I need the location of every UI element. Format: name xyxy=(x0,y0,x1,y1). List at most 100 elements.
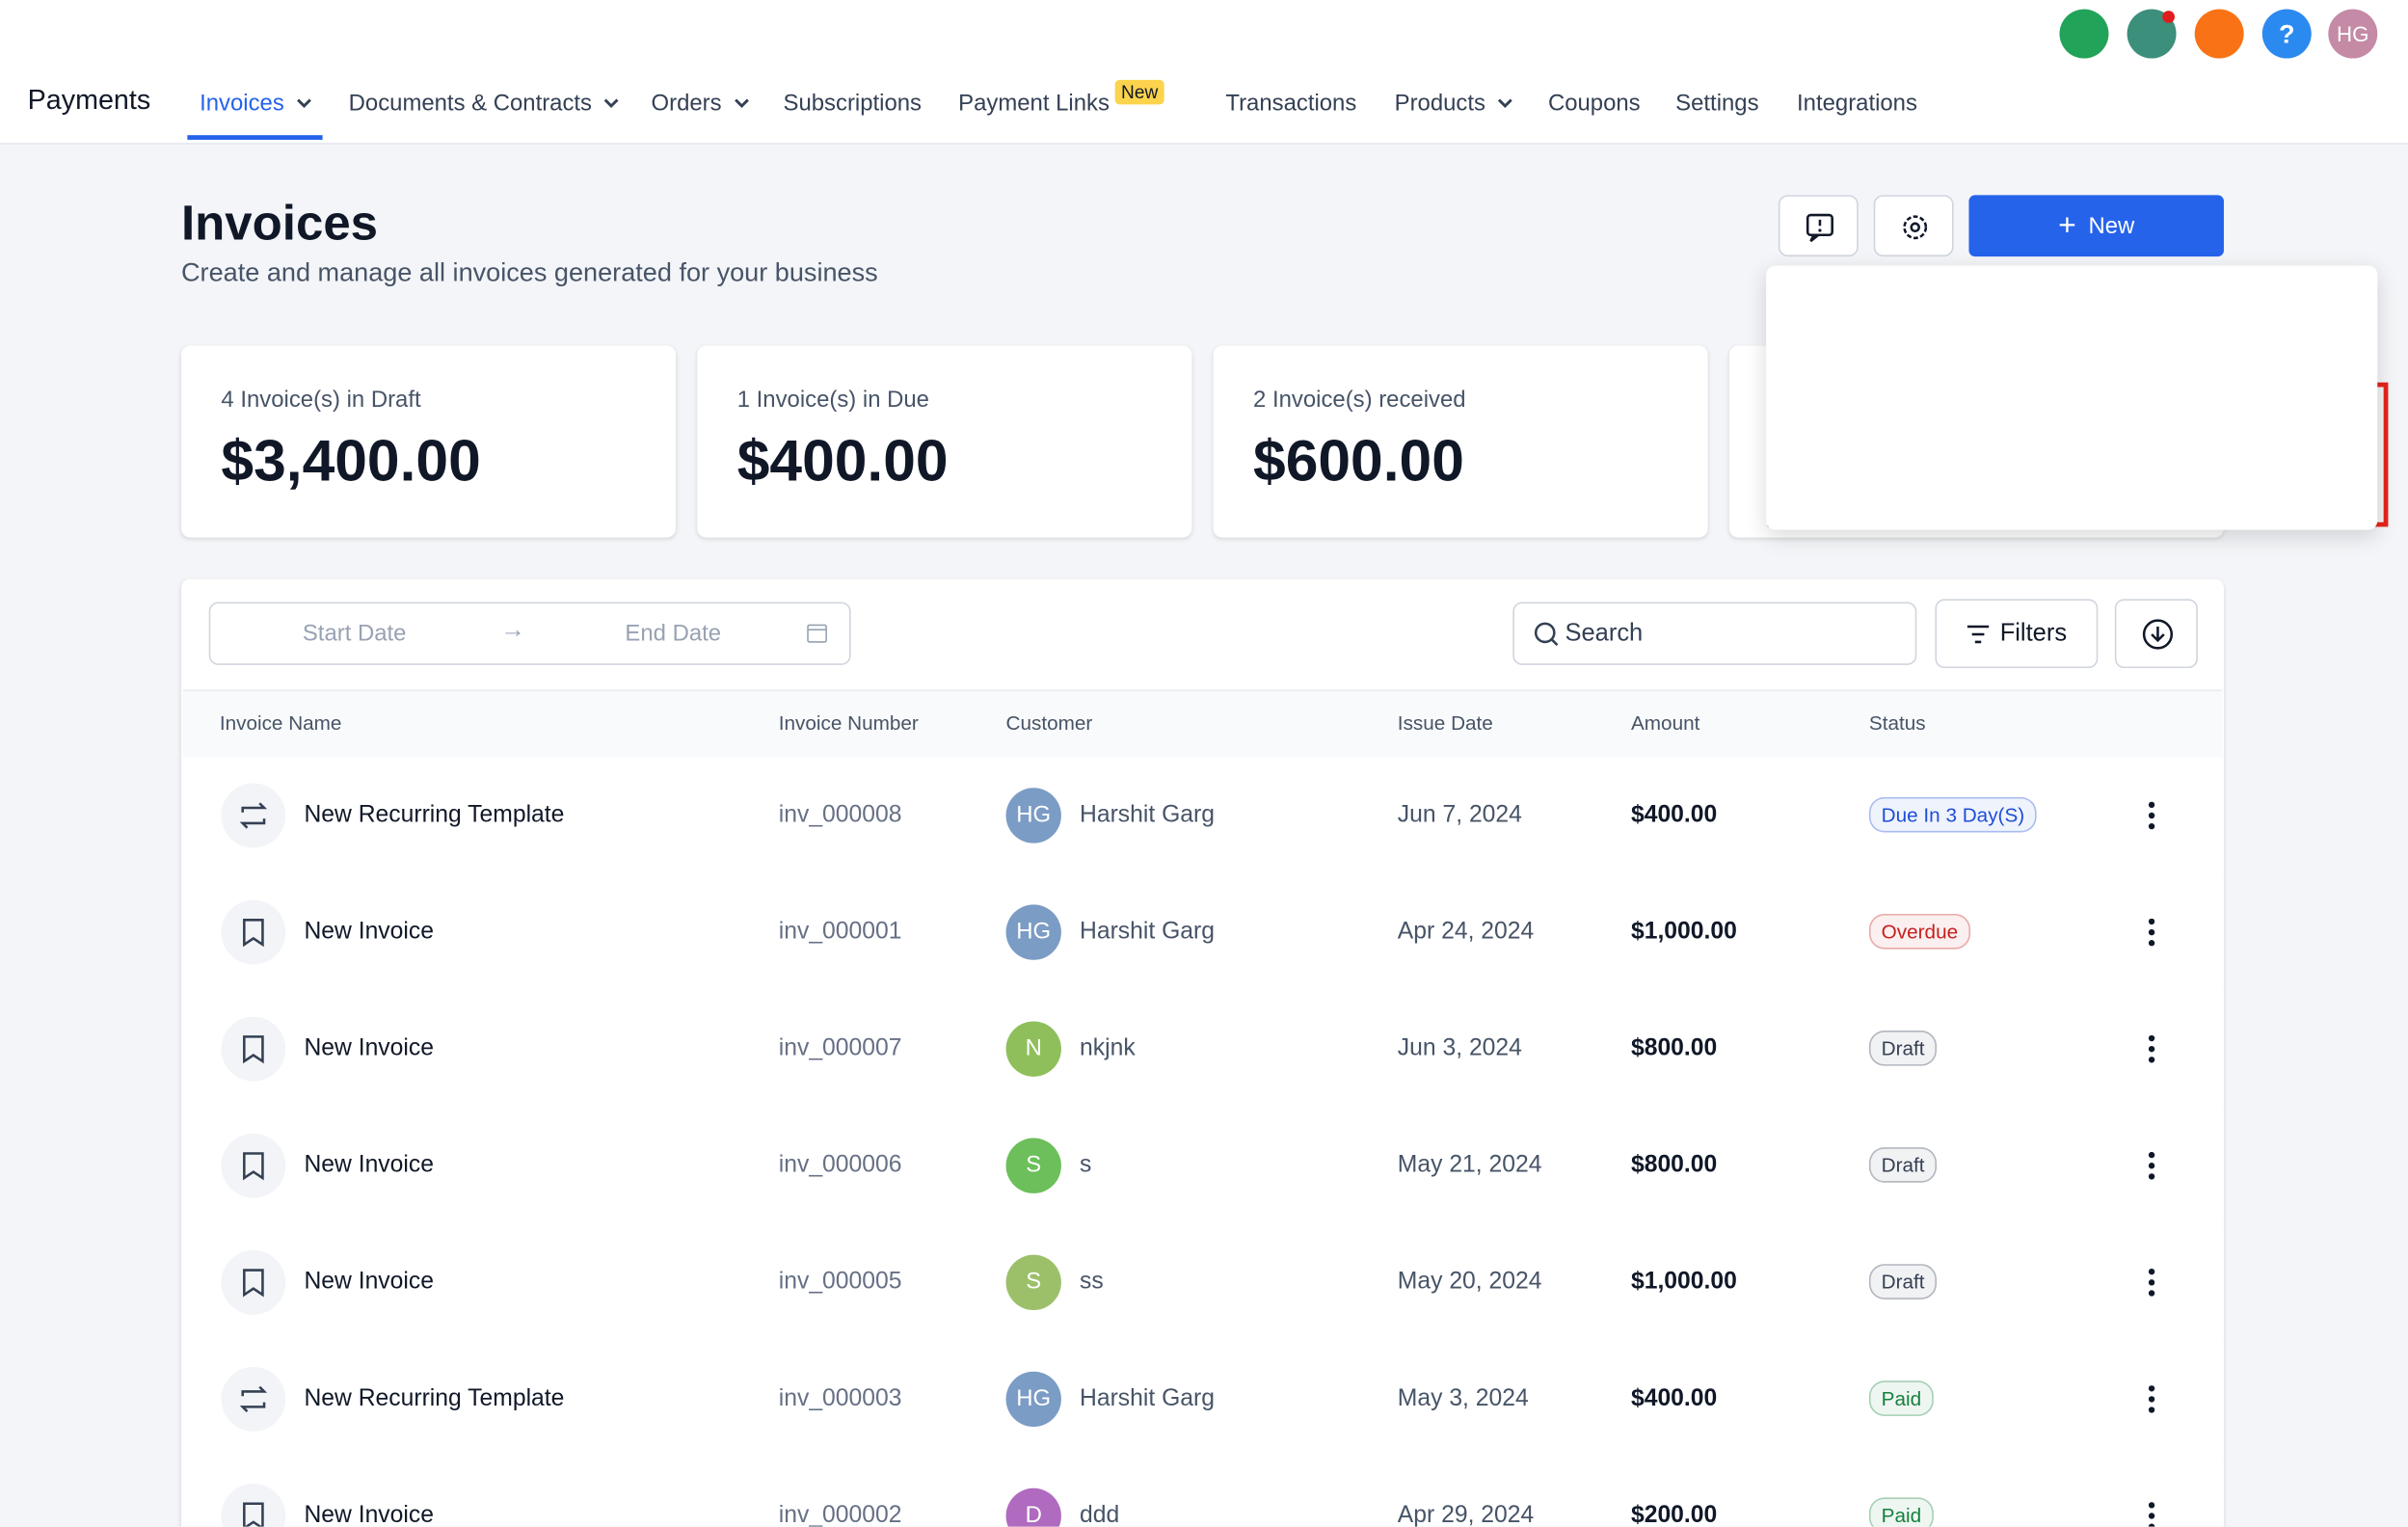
stat-label: 1 Invoice(s) in Due xyxy=(736,387,929,414)
row-actions[interactable] xyxy=(2146,1502,2158,1527)
stat-value: $3,400.00 xyxy=(221,430,481,496)
invoice-name[interactable]: New Invoice xyxy=(304,1268,434,1296)
nav-item[interactable]: Invoices xyxy=(200,91,311,117)
gear-icon xyxy=(1903,215,1928,240)
table-row[interactable] xyxy=(182,873,2223,993)
column-header: Customer xyxy=(1005,710,1093,735)
row-actions[interactable] xyxy=(2146,1385,2158,1421)
row-icon xyxy=(221,1366,286,1432)
table-row[interactable] xyxy=(182,1223,2223,1343)
download-icon xyxy=(2142,619,2174,650)
invoice-number: inv_000001 xyxy=(778,918,902,945)
nav-item[interactable]: Payment Links xyxy=(958,91,1110,117)
issue-date: Apr 24, 2024 xyxy=(1397,918,1535,945)
plus-icon: + xyxy=(2058,207,2076,242)
invoice-name[interactable]: New Invoice xyxy=(304,1151,434,1178)
page-subtitle: Create and manage all invoices generated… xyxy=(180,257,878,287)
kebab-icon xyxy=(2148,1151,2155,1180)
date-range-picker[interactable] xyxy=(208,602,851,665)
status-badge: Draft xyxy=(1868,1031,1938,1066)
issue-date: Jun 3, 2024 xyxy=(1397,1034,1522,1061)
stat-label: 4 Invoice(s) in Draft xyxy=(221,387,421,414)
row-icon xyxy=(221,783,286,848)
table-row[interactable] xyxy=(182,1340,2223,1460)
nav-item[interactable]: Orders xyxy=(652,91,750,117)
row-icon xyxy=(221,1133,286,1198)
invoice-number: inv_000007 xyxy=(778,1034,902,1061)
nav-label: Transactions xyxy=(1225,90,1357,118)
kebab-icon xyxy=(2148,1502,2155,1527)
row-icon xyxy=(221,1249,286,1315)
new-badge: New xyxy=(1114,79,1164,105)
recurring-icon xyxy=(239,1385,268,1413)
nav-item[interactable]: Coupons xyxy=(1548,91,1641,117)
chevron xyxy=(297,98,311,108)
nav-label: Integrations xyxy=(1797,90,1917,118)
status-badge: Paid xyxy=(1868,1380,1934,1416)
invoice-name[interactable]: New Recurring Template xyxy=(304,1385,565,1412)
column-header: Invoice Name xyxy=(219,710,342,735)
arrow-icon: → xyxy=(500,617,525,644)
invoice-name[interactable]: New Invoice xyxy=(304,1034,434,1061)
amount: $400.00 xyxy=(1630,1385,1718,1412)
feedback-button[interactable] xyxy=(1778,195,1859,257)
chevron xyxy=(734,98,749,108)
download-button[interactable] xyxy=(2114,599,2198,669)
row-icon xyxy=(221,1484,286,1527)
nav-item[interactable]: Products xyxy=(1395,91,1513,117)
settings-button[interactable] xyxy=(1873,195,1954,257)
active-tab-underline xyxy=(187,135,323,140)
nav-item[interactable]: Integrations xyxy=(1797,91,1917,117)
column-header: Amount xyxy=(1630,710,1700,735)
nav-item[interactable]: Transactions xyxy=(1225,91,1356,117)
customer-avatar: HG xyxy=(1005,788,1061,844)
invoice-name[interactable]: New Invoice xyxy=(304,1502,434,1527)
issue-date: Apr 29, 2024 xyxy=(1397,1502,1535,1527)
table-row[interactable] xyxy=(182,1457,2223,1527)
chevron xyxy=(1498,98,1513,108)
kebab-icon xyxy=(2148,918,2155,947)
stat-value: $600.00 xyxy=(1253,430,1464,496)
receipt-icon xyxy=(243,1269,264,1298)
start-date: Start Date xyxy=(302,620,407,647)
kebab-icon xyxy=(2148,1034,2155,1063)
row-actions[interactable] xyxy=(2146,1034,2158,1071)
invoice-number: inv_000008 xyxy=(778,801,902,828)
invoice-number: inv_000005 xyxy=(778,1268,902,1296)
chevron xyxy=(604,98,620,108)
calendar-icon xyxy=(807,624,827,643)
row-actions[interactable] xyxy=(2146,1151,2158,1188)
customer-name: nkjnk xyxy=(1080,1034,1136,1061)
row-actions[interactable] xyxy=(2146,918,2158,954)
row-actions[interactable] xyxy=(2146,1268,2158,1304)
search-input[interactable] xyxy=(1512,602,1917,665)
new-button-label: New xyxy=(2088,212,2135,239)
page-title: Invoices xyxy=(180,195,379,251)
table-row[interactable] xyxy=(182,757,2223,876)
row-actions[interactable] xyxy=(2146,801,2158,838)
nav-item[interactable]: Documents & Contracts xyxy=(349,91,620,117)
nav-item[interactable]: Subscriptions xyxy=(784,91,922,117)
top-icons: ? xyxy=(2059,9,2378,59)
issue-date: May 21, 2024 xyxy=(1397,1151,1542,1178)
invoice-number: inv_000006 xyxy=(778,1151,902,1178)
table-row[interactable] xyxy=(182,1107,2223,1226)
status-badge: Due In 3 Day(S) xyxy=(1868,796,2037,833)
amount: $400.00 xyxy=(1630,801,1718,828)
filter-icon xyxy=(1967,624,1990,643)
issue-date: May 3, 2024 xyxy=(1397,1385,1529,1412)
status-badge: Paid xyxy=(1868,1497,1934,1527)
new-button[interactable]: + New xyxy=(1968,195,2224,257)
invoice-name[interactable]: New Invoice xyxy=(304,918,434,945)
user-avatar[interactable]: HG xyxy=(2337,21,2369,46)
nav-label: Orders xyxy=(651,90,722,118)
customer-name: Harshit Garg xyxy=(1080,1385,1216,1412)
customer-avatar: S xyxy=(1005,1138,1061,1193)
filters-button[interactable]: Filters xyxy=(1935,599,2099,669)
receipt-icon xyxy=(243,1152,264,1181)
nav-item[interactable]: Settings xyxy=(1675,91,1758,117)
invoice-name[interactable]: New Recurring Template xyxy=(304,801,565,828)
table-row[interactable] xyxy=(182,990,2223,1110)
recurring-icon xyxy=(239,802,268,829)
amount: $1,000.00 xyxy=(1630,1268,1737,1296)
